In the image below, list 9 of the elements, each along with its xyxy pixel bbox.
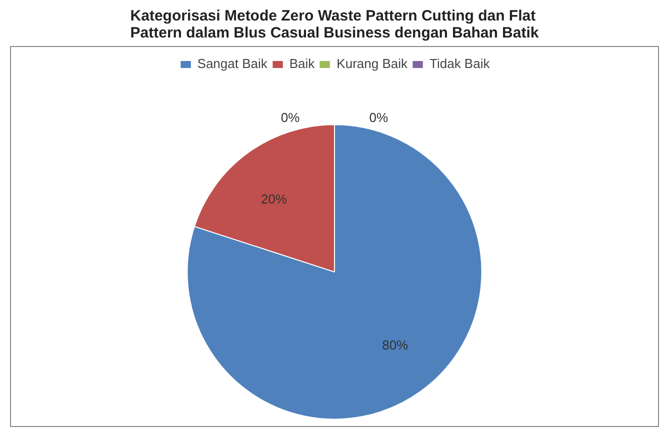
legend-label: Tidak Baik bbox=[430, 56, 490, 71]
chart-title: Kategorisasi Metode Zero Waste Pattern Cutting dan Flat Pattern dalam Blus Casual Business dengan Bahan Batik bbox=[130, 8, 540, 42]
data-label: 20% bbox=[260, 191, 288, 206]
legend-label: Kurang Baik bbox=[336, 56, 408, 71]
data-label: 80% bbox=[382, 337, 409, 352]
legend-label: Baik bbox=[289, 56, 315, 71]
text: 0% bbox=[369, 110, 388, 125]
text: 0% bbox=[280, 110, 300, 125]
legend-label: Sangat Baik bbox=[197, 56, 268, 71]
